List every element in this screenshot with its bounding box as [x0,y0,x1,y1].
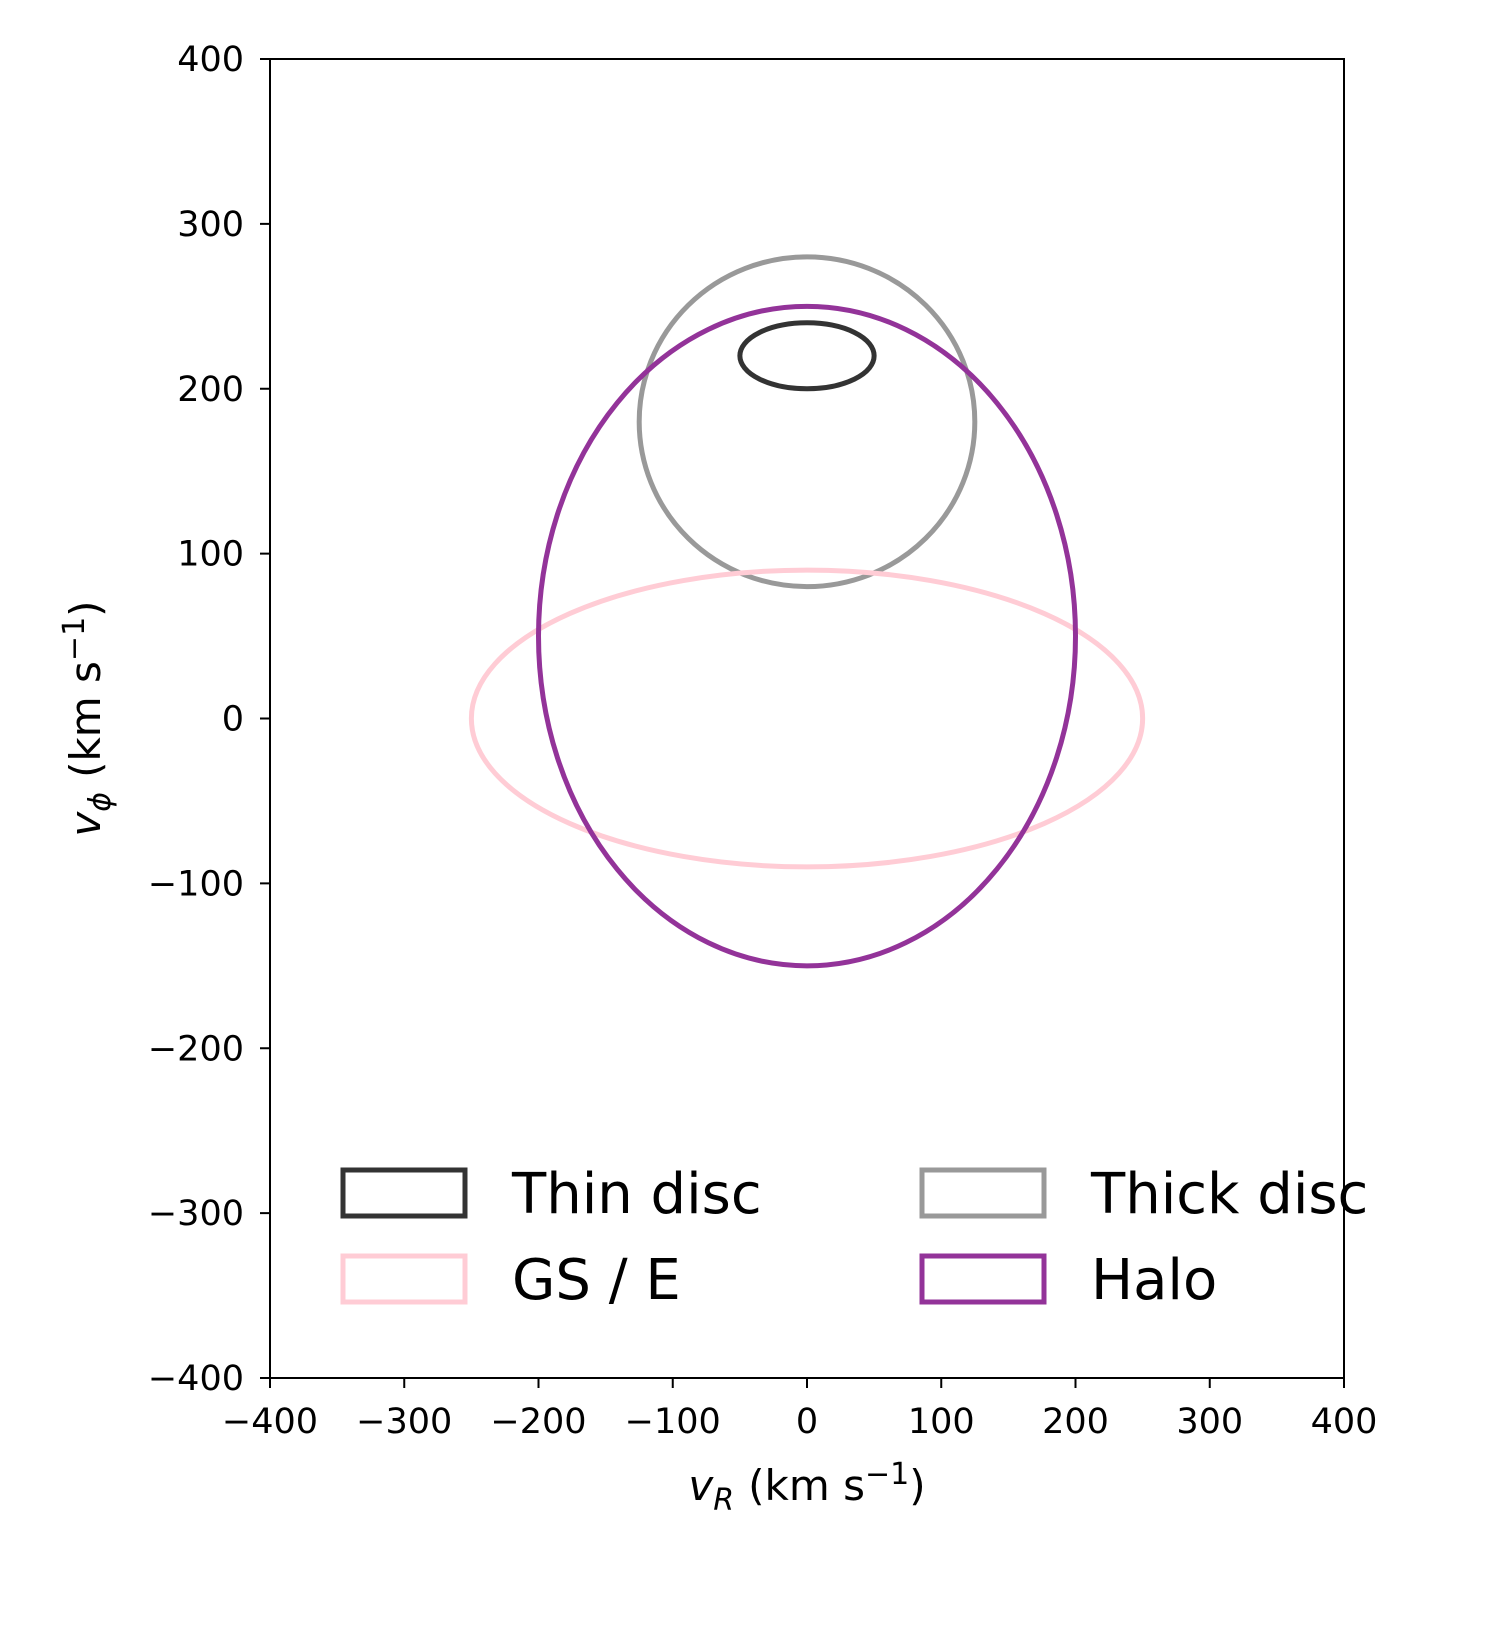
y-tick-label: −400 [148,1359,244,1399]
legend-swatch-gs-e [340,1253,468,1305]
legend-swatch-halo [919,1253,1047,1305]
x-label-unit: (km s [748,1461,865,1510]
ellipse-thin-disc [737,320,877,392]
x-axis-label: vR (km s−1) [688,1457,925,1518]
x-tick-label: −400 [222,1402,318,1442]
y-tick-label: 200 [177,370,244,410]
x-tick-label: −100 [625,1402,721,1442]
x-label-unit-exponent: −1 [865,1457,909,1492]
x-tick-label: 0 [796,1402,818,1442]
plot-marks [468,254,1146,969]
x-label-unit-close: ) [909,1461,925,1510]
y-label-unit: (km s [61,661,110,778]
legend-label-thick-disc: Thick disc [1090,1162,1368,1227]
y-tick-label: 0 [222,700,244,740]
y-axis-label: vϕ (km s−1) [57,600,118,836]
ellipse-thick-disc [636,254,978,590]
y-label-unit-exponent: −1 [57,617,92,661]
y-tick-label: −200 [148,1029,244,1069]
x-label-symbol: v [688,1461,714,1510]
legend-swatch-thin-disc [340,1167,468,1219]
y-label-symbol: v [61,811,110,837]
ellipse-gs-e [468,567,1146,870]
y-label-subscript: ϕ [83,792,118,812]
y-tick-label: −300 [148,1194,244,1234]
legend: Thin disc GS / E Thick disc Halo [340,1162,1368,1313]
legend-label-halo: Halo [1091,1248,1217,1313]
y-label-unit-close: ) [61,600,110,616]
legend-label-thin-disc: Thin disc [511,1162,762,1227]
x-label-subscript: R [713,1483,734,1518]
x-tick-label: −300 [356,1402,452,1442]
y-tick-label: −100 [148,864,244,904]
x-tick-label: 300 [1176,1402,1243,1442]
y-axis-ticks: −400 −300 −200 −100 0 100 200 300 400 [148,40,270,1399]
x-tick-label: 100 [908,1402,975,1442]
x-axis-ticks: −400 −300 −200 −100 0 100 200 300 400 [222,1378,1377,1442]
x-tick-label: 400 [1311,1402,1378,1442]
y-tick-label: 100 [177,535,244,575]
x-tick-label: 200 [1042,1402,1109,1442]
ellipse-halo [536,303,1078,969]
x-tick-label: −200 [490,1402,586,1442]
y-tick-label: 300 [177,205,244,245]
legend-swatch-thick-disc [919,1167,1047,1219]
y-tick-label: 400 [177,40,244,80]
legend-label-gs-e: GS / E [512,1248,681,1313]
